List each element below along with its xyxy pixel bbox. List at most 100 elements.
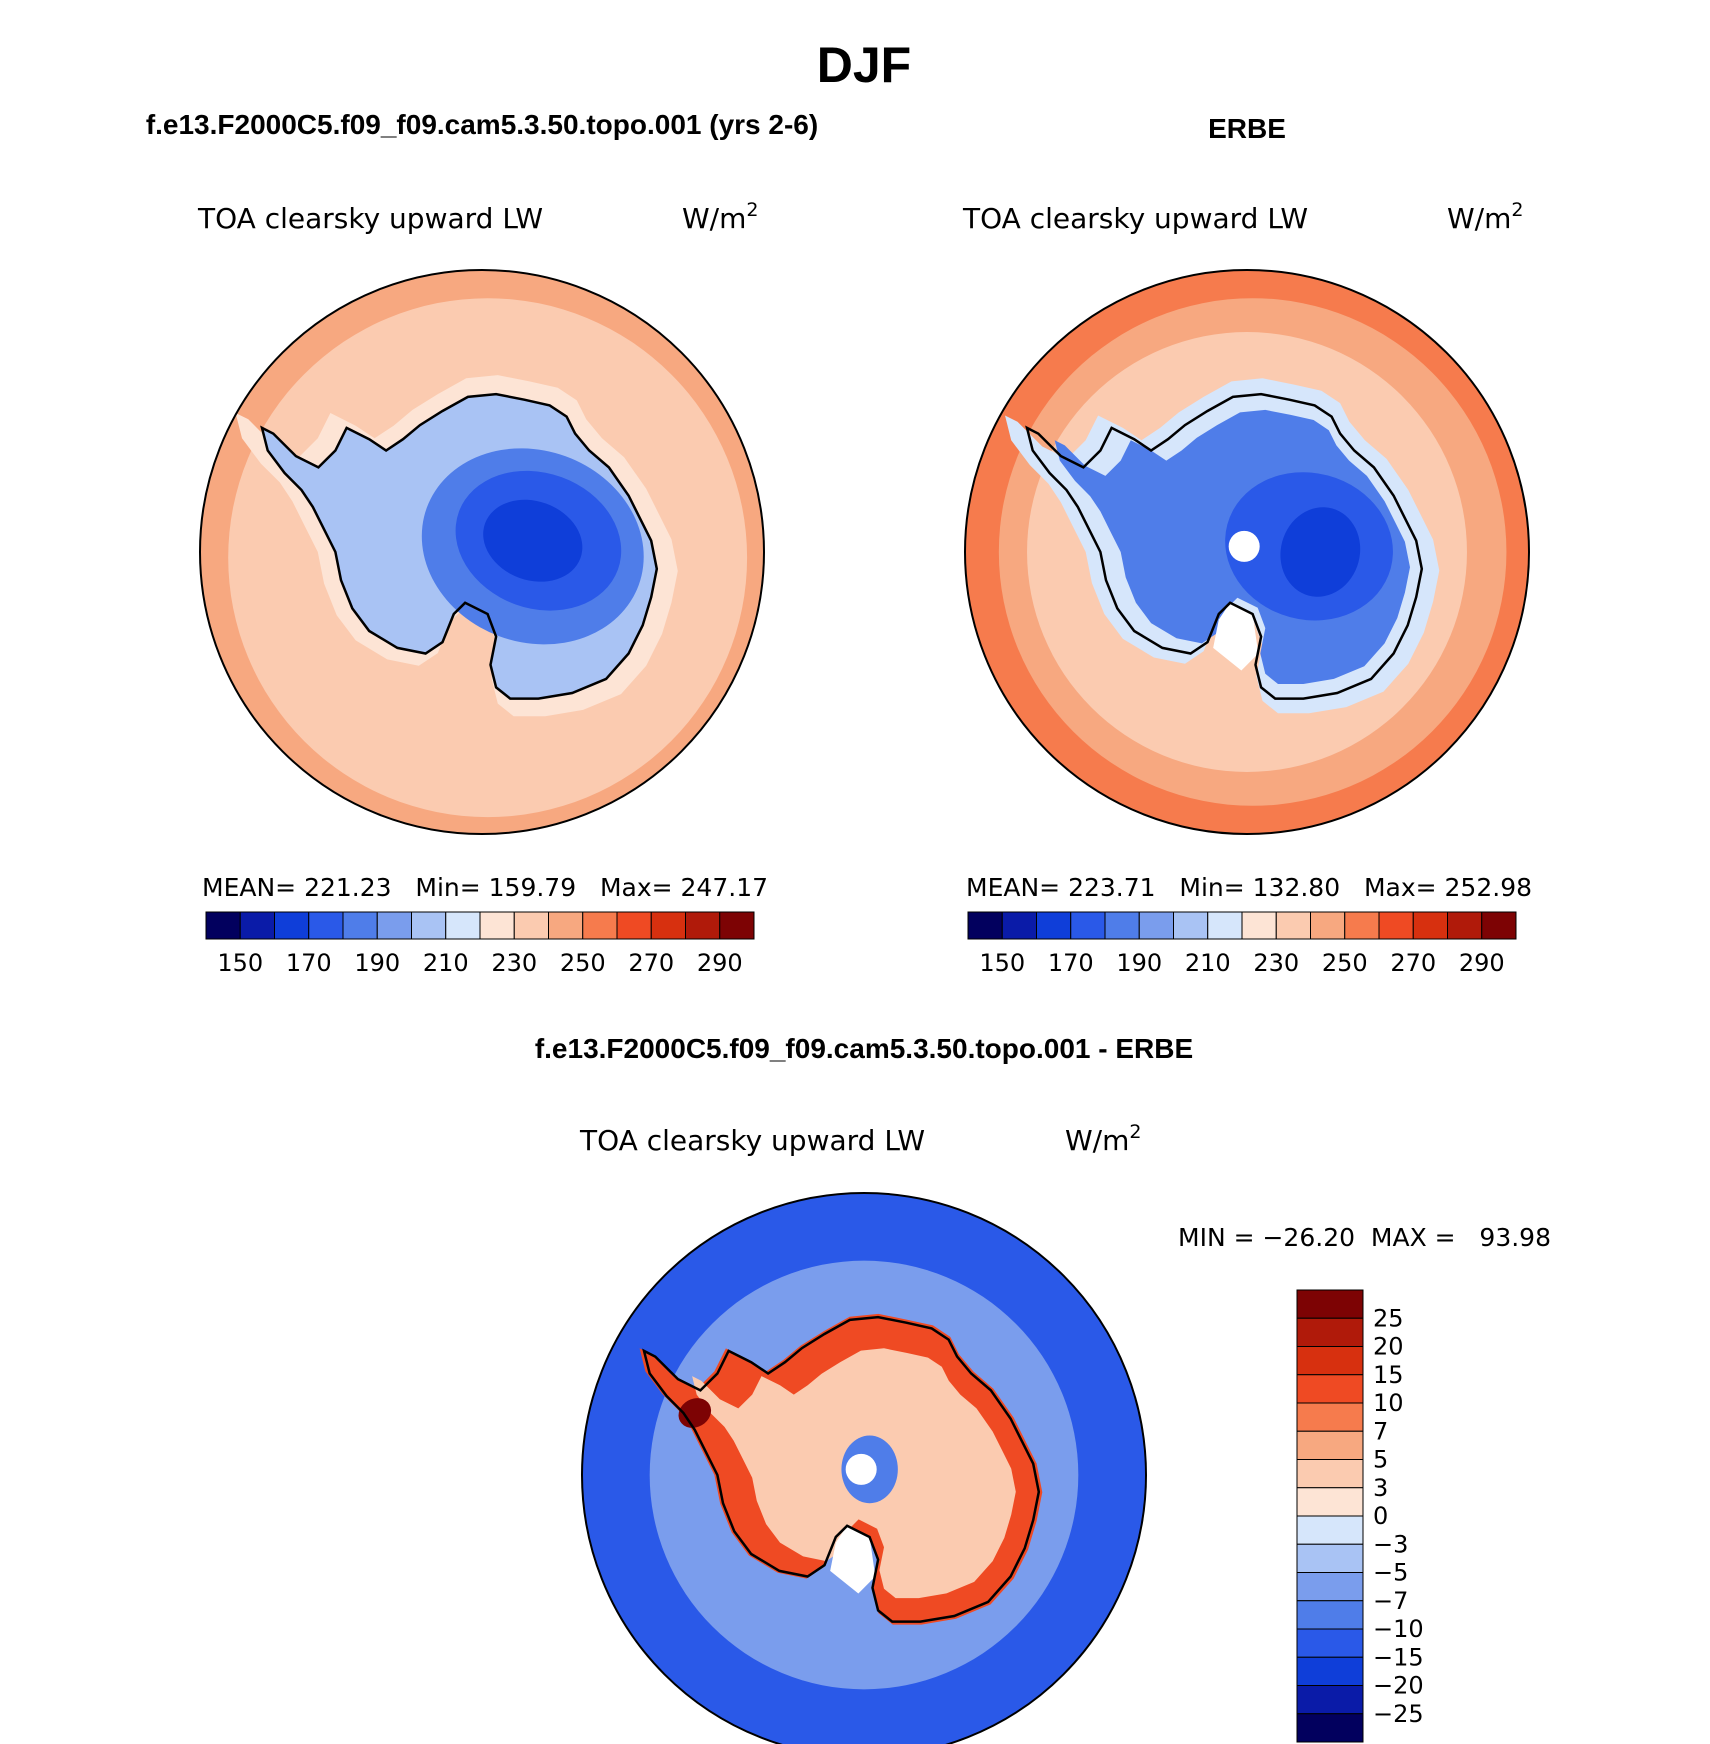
colorbar-swatch xyxy=(1173,911,1209,940)
colorbar-swatch xyxy=(650,911,686,940)
colorbar-erbe: 150 170 190 210 230 250 270 290 xyxy=(967,911,1517,977)
colorbar-swatch xyxy=(548,911,584,940)
colorbar-swatch xyxy=(342,911,378,940)
colorbar-tick-label: −15 xyxy=(1373,1643,1424,1671)
colorbar-tick-label: 20 xyxy=(1373,1333,1404,1361)
colorbar-swatch xyxy=(1138,911,1174,940)
stats-erbe: MEAN= 223.71 Min= 132.80 Max= 252.98 xyxy=(966,873,1532,902)
variable-label-diff: TOA clearsky upward LW xyxy=(579,1124,925,1157)
colorbar-tick-label: 170 xyxy=(1048,949,1094,977)
colorbar-tick-label: 270 xyxy=(628,949,674,977)
colorbar-swatch xyxy=(1296,1346,1364,1376)
colorbar-swatch xyxy=(1104,911,1140,940)
colorbar-swatch xyxy=(513,911,549,940)
colorbar-swatch xyxy=(479,911,515,940)
colorbar-swatch xyxy=(1296,1628,1364,1658)
missing-data-region xyxy=(830,1525,876,1594)
colorbar-swatch xyxy=(1296,1572,1364,1602)
colorbar-tick-label: 230 xyxy=(1253,949,1299,977)
colorbar-tick-label: 290 xyxy=(1459,949,1505,977)
colorbar-swatch xyxy=(1296,1515,1364,1545)
coastline xyxy=(260,392,659,700)
colorbar-swatch xyxy=(1412,911,1448,940)
map-border-model xyxy=(199,269,765,835)
coastline xyxy=(1025,392,1424,700)
variable-label-erbe: TOA clearsky upward LW xyxy=(962,202,1308,235)
colorbar-swatch xyxy=(1344,911,1380,940)
colorbar-swatch xyxy=(1296,1543,1364,1573)
colorbar-swatch xyxy=(239,911,275,940)
colorbar-swatch xyxy=(1296,1685,1364,1715)
colorbar-swatch xyxy=(967,911,1003,940)
colorbar-swatch xyxy=(1207,911,1243,940)
panel-title-model: f.e13.F2000C5.f09_f09.cam5.3.50.topo.001… xyxy=(146,109,818,140)
stats-model: MEAN= 221.23 Min= 159.79 Max= 247.17 xyxy=(202,873,768,902)
colorbar-tick-label: 3 xyxy=(1373,1474,1388,1502)
colorbar-tick-label: 25 xyxy=(1373,1304,1404,1332)
colorbar-tick-label: 250 xyxy=(1322,949,1368,977)
map-erbe xyxy=(965,270,1529,834)
colorbar-swatch xyxy=(445,911,481,940)
colorbar-swatch xyxy=(1296,1487,1364,1517)
field-contour-peninsula xyxy=(678,1398,712,1428)
colorbar-swatch xyxy=(376,911,412,940)
colorbar-swatch xyxy=(719,911,755,940)
map-diff xyxy=(582,1193,1146,1744)
colorbar-swatch xyxy=(1481,911,1517,940)
colorbar-swatch xyxy=(1296,1402,1364,1432)
colorbar-swatch xyxy=(308,911,344,940)
colorbar-swatch xyxy=(411,911,447,940)
panel-title-erbe: ERBE xyxy=(1208,113,1286,144)
colorbar-tick-label: 0 xyxy=(1373,1502,1388,1530)
colorbar-swatch xyxy=(1296,1713,1364,1743)
colorbar-tick-label: 250 xyxy=(560,949,606,977)
colorbar-tick-label: 290 xyxy=(697,949,743,977)
figure-title: DJF xyxy=(817,37,911,93)
colorbar-swatch xyxy=(1296,1289,1364,1319)
field-contour-plateau_min xyxy=(1280,507,1361,597)
colorbar-tick-label: 210 xyxy=(1185,949,1231,977)
colorbar-swatch xyxy=(205,911,241,940)
colorbar-tick-label: 190 xyxy=(354,949,400,977)
colorbar-tick-label: 5 xyxy=(1373,1446,1388,1474)
colorbar-swatch xyxy=(582,911,618,940)
colorbar-tick-label: −7 xyxy=(1373,1587,1408,1615)
map-model xyxy=(200,270,764,834)
colorbar-swatch xyxy=(1378,911,1414,940)
colorbar-swatch xyxy=(1296,1317,1364,1347)
colorbar-swatch xyxy=(1310,911,1346,940)
stats-diff: MIN = −26.20 MAX = 93.98 xyxy=(1178,1223,1551,1252)
colorbar-swatch xyxy=(1070,911,1106,940)
variable-label-model: TOA clearsky upward LW xyxy=(197,202,543,235)
colorbar-swatch xyxy=(1001,911,1037,940)
units-label-erbe: W/m2 xyxy=(1447,199,1524,235)
map-border-erbe xyxy=(964,269,1530,835)
colorbar-swatch xyxy=(1275,911,1311,940)
colorbar-swatch xyxy=(616,911,652,940)
coastline xyxy=(642,1315,1041,1623)
colorbar-tick-label: −5 xyxy=(1373,1559,1408,1587)
pole-hole xyxy=(845,1453,877,1485)
colorbar-swatch xyxy=(1296,1459,1364,1489)
colorbar-swatch xyxy=(1296,1600,1364,1630)
pole-hole xyxy=(1228,530,1260,562)
colorbar-tick-label: −3 xyxy=(1373,1530,1408,1558)
colorbar-tick-label: 270 xyxy=(1390,949,1436,977)
colorbar-tick-label: 7 xyxy=(1373,1417,1388,1445)
colorbar-tick-label: 190 xyxy=(1116,949,1162,977)
colorbar-swatch xyxy=(685,911,721,940)
colorbar-swatch xyxy=(1296,1430,1364,1460)
colorbar-swatch xyxy=(1296,1656,1364,1686)
colorbar-tick-label: 230 xyxy=(491,949,537,977)
colorbar-swatch xyxy=(274,911,310,940)
colorbar-tick-label: 10 xyxy=(1373,1389,1404,1417)
map-border-diff xyxy=(581,1192,1147,1744)
colorbar-model: 150 170 190 210 230 250 270 290 xyxy=(205,911,755,977)
units-label-model: W/m2 xyxy=(682,199,759,235)
panel-title-diff: f.e13.F2000C5.f09_f09.cam5.3.50.topo.001… xyxy=(535,1033,1193,1064)
colorbar-swatch xyxy=(1241,911,1277,940)
colorbar-swatch xyxy=(1296,1374,1364,1404)
colorbar-tick-label: −20 xyxy=(1373,1672,1424,1700)
